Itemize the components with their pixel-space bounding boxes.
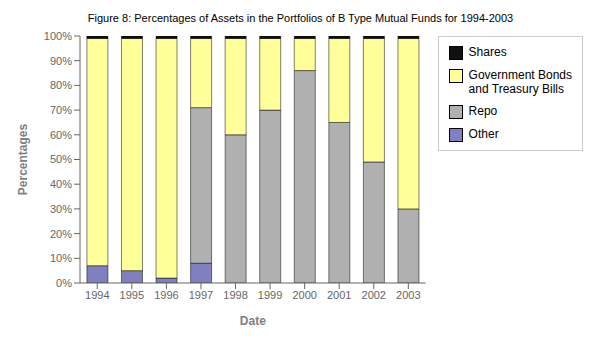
svg-text:2002: 2002 bbox=[362, 289, 386, 301]
svg-text:1995: 1995 bbox=[120, 289, 144, 301]
svg-text:1996: 1996 bbox=[154, 289, 178, 301]
svg-text:1999: 1999 bbox=[258, 289, 282, 301]
svg-text:90%: 90% bbox=[50, 55, 72, 67]
svg-text:2001: 2001 bbox=[327, 289, 351, 301]
svg-text:0%: 0% bbox=[56, 277, 72, 289]
html-text:Repo: Repo bbox=[468, 104, 498, 118]
svg-text:1994: 1994 bbox=[85, 289, 109, 301]
svg-text:10%: 10% bbox=[50, 252, 72, 264]
svg-text:Date: Date bbox=[240, 314, 266, 328]
svg-text:1998: 1998 bbox=[223, 289, 247, 301]
svg-text:30%: 30% bbox=[50, 203, 72, 215]
svg-text:70%: 70% bbox=[50, 104, 72, 116]
html-text:Figure 8: Percentages of Asset: Figure 8: Percentages of Assets in the P… bbox=[87, 12, 514, 24]
svg-text:2000: 2000 bbox=[292, 289, 316, 301]
svg-text:80%: 80% bbox=[50, 79, 72, 91]
svg-text:100%: 100% bbox=[44, 30, 72, 42]
html-text:Government Bonds and Treasury: Government Bonds and Treasury Bills bbox=[468, 68, 572, 96]
svg-text:2003: 2003 bbox=[396, 289, 420, 301]
html-text:Other: Other bbox=[468, 127, 499, 141]
svg-text:Percentages: Percentages bbox=[16, 123, 30, 195]
svg-text:40%: 40% bbox=[50, 178, 72, 190]
svg-text:60%: 60% bbox=[50, 129, 72, 141]
svg-text:1997: 1997 bbox=[189, 289, 213, 301]
svg-text:50%: 50% bbox=[50, 153, 72, 165]
svg-text:20%: 20% bbox=[50, 228, 72, 240]
html-text:Shares: Shares bbox=[468, 45, 507, 59]
